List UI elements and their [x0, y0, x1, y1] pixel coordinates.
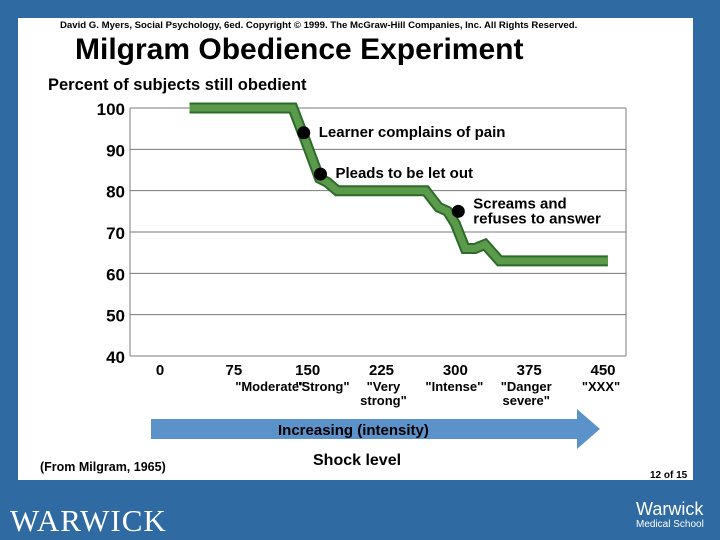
annotation-text-2-0: Screams and	[473, 195, 566, 212]
category-label-1-0: "Strong"	[295, 379, 349, 394]
page-number: 12 of 15	[650, 470, 688, 481]
category-label-4-1: severe"	[503, 393, 550, 408]
chart-title: Milgram Obedience Experiment	[75, 33, 523, 66]
y-tick-label-50: 50	[106, 307, 125, 326]
x-tick-label-375: 375	[517, 362, 542, 379]
category-label-3-0: "Intense"	[425, 379, 483, 394]
annotation-text-0-0: Learner complains of pain	[319, 124, 506, 141]
annotation-marker-2	[451, 204, 465, 218]
annotations: Learner complains of pain Pleads to be le…	[297, 124, 601, 227]
x-tick-label-0: 0	[156, 362, 164, 379]
gridlines	[129, 107, 627, 357]
y-tick-label-100: 100	[97, 100, 125, 119]
footer-bar	[0, 480, 720, 540]
x-tick-label-225: 225	[369, 362, 394, 379]
category-label-4-0: "Danger	[501, 379, 552, 394]
x-tick-labels: 0 75 150 225 300 375 450	[156, 362, 616, 379]
y-tick-label-60: 60	[106, 265, 125, 284]
copyright-text: David G. Myers, Social Psychology, 6ed. …	[60, 20, 577, 31]
milgram-chart: David G. Myers, Social Psychology, 6ed. …	[40, 20, 627, 474]
warwick-medical-school-logo: Warwick Medical School	[636, 500, 704, 530]
category-label-5-0: "XXX"	[582, 379, 620, 394]
annotation-text-2-1: refuses to answer	[473, 210, 601, 227]
category-label-2-0: "Very	[367, 379, 401, 394]
x-tick-label-75: 75	[225, 362, 242, 379]
logo-line-2: Medical School	[636, 519, 704, 530]
y-tick-label-80: 80	[106, 183, 125, 202]
y-tick-label-90: 90	[106, 141, 125, 160]
category-label-2-1: strong"	[360, 393, 407, 408]
annotation-marker-1	[313, 167, 327, 181]
annotation-marker-0	[297, 126, 311, 140]
y-axis-label: Percent of subjects still obedient	[48, 76, 307, 94]
intensity-arrow	[151, 409, 600, 449]
x-axis-label: Shock level	[313, 452, 401, 469]
source-note: (From Milgram, 1965)	[40, 460, 166, 474]
category-label-0-0: "Moderate"	[235, 379, 305, 394]
x-tick-label-150: 150	[295, 362, 320, 379]
y-tick-label-40: 40	[106, 348, 125, 367]
x-tick-label-450: 450	[590, 362, 615, 379]
y-tick-labels: 100 90 80 70 60 50 40	[97, 100, 125, 367]
x-tick-label-300: 300	[443, 362, 468, 379]
arrow-label: Increasing (intensity)	[278, 422, 429, 439]
logo-line-1: Warwick	[636, 499, 704, 519]
warwick-logo: WARWICK	[10, 503, 167, 538]
y-tick-label-70: 70	[106, 224, 125, 243]
annotation-text-1-0: Pleads to be let out	[335, 165, 473, 182]
slide: David G. Myers, Social Psychology, 6ed. …	[18, 18, 693, 481]
